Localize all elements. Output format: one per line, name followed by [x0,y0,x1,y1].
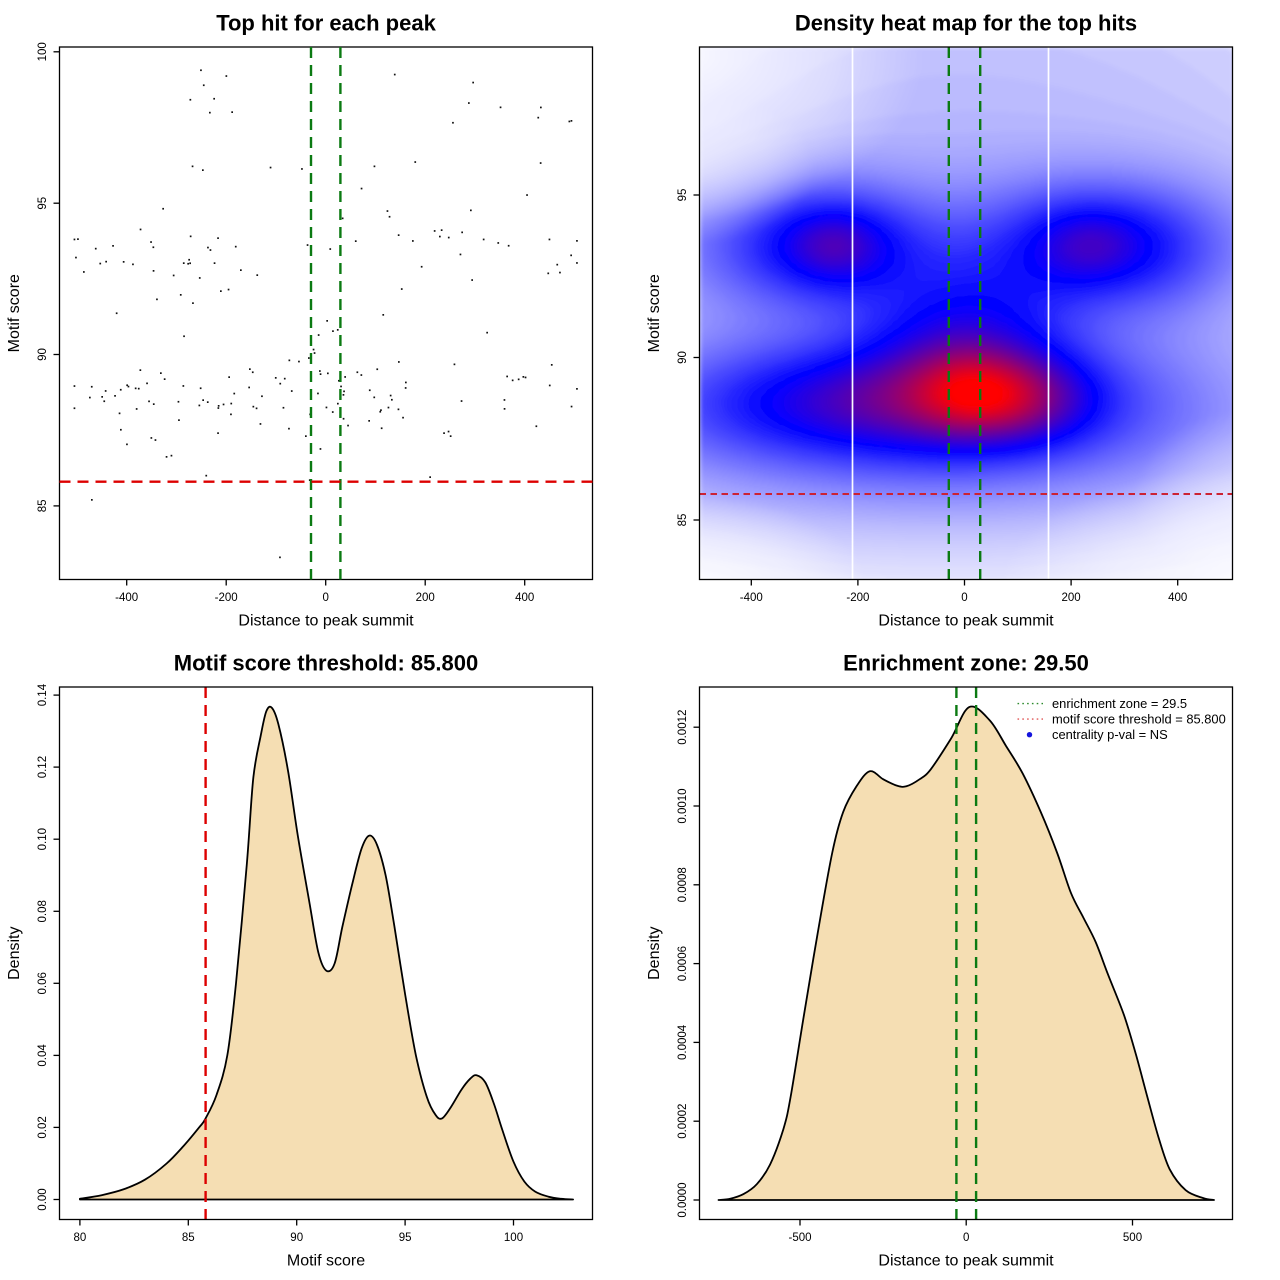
svg-text:Motif score: Motif score [6,274,23,352]
svg-text:-200: -200 [846,592,869,604]
svg-text:Enrichment zone: 29.50: Enrichment zone: 29.50 [843,651,1089,676]
svg-text:95: 95 [677,189,689,202]
svg-text:-500: -500 [788,1232,811,1244]
svg-text:85: 85 [182,1232,195,1244]
svg-text:-200: -200 [215,592,238,604]
svg-text:0.0006: 0.0006 [677,946,689,981]
svg-text:0: 0 [961,592,967,604]
svg-text:0.06: 0.06 [37,972,49,994]
svg-text:0.0004: 0.0004 [677,1024,689,1060]
svg-text:motif score threshold = 85.800: motif score threshold = 85.800 [1052,711,1226,726]
svg-text:Distance to peak summit: Distance to peak summit [878,1253,1054,1270]
svg-text:0.04: 0.04 [37,1044,49,1067]
svg-text:0.0008: 0.0008 [677,867,689,902]
svg-text:500: 500 [1123,1232,1142,1244]
svg-text:0.14: 0.14 [37,683,49,706]
svg-text:Density: Density [646,927,663,980]
svg-text:Top hit for each peak: Top hit for each peak [216,11,436,36]
svg-text:Motif score: Motif score [287,1253,365,1270]
svg-text:95: 95 [37,197,49,210]
svg-text:0.0012: 0.0012 [677,710,689,745]
svg-text:0.0010: 0.0010 [677,788,689,823]
svg-text:Density: Density [6,927,23,980]
svg-text:85: 85 [37,500,49,513]
svg-text:90: 90 [677,351,689,364]
svg-text:0.00: 0.00 [37,1188,49,1210]
svg-text:0: 0 [963,1232,969,1244]
svg-text:0.0002: 0.0002 [677,1104,689,1139]
svg-text:Motif score: Motif score [646,274,663,352]
svg-text:Distance to peak summit: Distance to peak summit [238,613,414,630]
svg-text:centrality p-val = NS: centrality p-val = NS [1052,727,1168,742]
svg-text:0.08: 0.08 [37,900,49,922]
svg-text:Motif score threshold: 85.800: Motif score threshold: 85.800 [174,651,478,676]
svg-text:85: 85 [677,514,689,527]
svg-text:Distance to peak summit: Distance to peak summit [878,613,1054,630]
svg-text:90: 90 [290,1232,303,1244]
svg-text:400: 400 [1168,592,1187,604]
svg-text:-400: -400 [115,592,138,604]
svg-text:0.10: 0.10 [37,828,49,850]
svg-text:95: 95 [399,1232,412,1244]
svg-text:Density heat map for the top h: Density heat map for the top hits [795,11,1137,36]
svg-text:200: 200 [1062,592,1081,604]
svg-text:0.02: 0.02 [37,1116,49,1138]
svg-text:-400: -400 [740,592,763,604]
svg-text:0: 0 [322,592,328,604]
svg-text:100: 100 [37,42,49,61]
svg-text:100: 100 [504,1232,523,1244]
svg-text:400: 400 [515,592,534,604]
svg-text:enrichment zone = 29.5: enrichment zone = 29.5 [1052,696,1187,711]
svg-text:0.0000: 0.0000 [677,1182,689,1217]
svg-text:0.12: 0.12 [37,756,49,778]
svg-text:80: 80 [74,1232,87,1244]
svg-text:200: 200 [416,592,435,604]
svg-text:90: 90 [37,348,49,361]
